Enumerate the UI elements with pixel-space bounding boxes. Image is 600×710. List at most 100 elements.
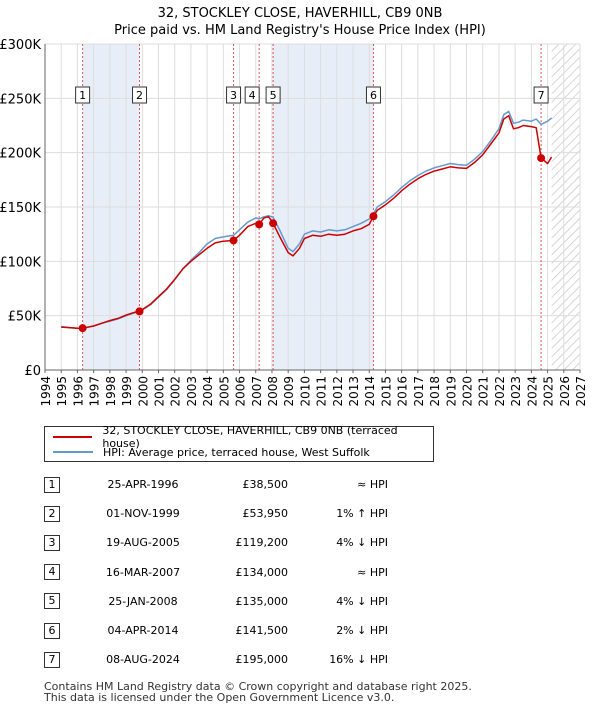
x-tick-label: 2002 [169, 376, 183, 407]
chart-legend: 32, STOCKLEY CLOSE, HAVERHILL, CB9 0NB (… [44, 424, 434, 462]
price-series-line [61, 114, 553, 329]
sale-point [269, 219, 278, 228]
sale-price: £38,500 [242, 478, 289, 492]
sale-hpi-comparison: 2% ↓ HPI [336, 624, 388, 638]
hpi-legend-label: HPI: Average price, terraced house, West… [103, 445, 370, 459]
sale-date: 25-JAN-2008 [108, 594, 178, 608]
x-tick-label: 1996 [71, 376, 85, 407]
table-row: 2 01-NOV-1999 £53,950 1% ↑ HPI [40, 499, 388, 528]
table-row: 5 25-JAN-2008 £135,000 4% ↓ HPI [40, 587, 388, 616]
x-tick-label: 2000 [136, 376, 150, 407]
x-tick-label: 2022 [493, 376, 507, 407]
sale-price: £119,200 [235, 536, 289, 550]
sale-number-badge: 4 [44, 564, 60, 581]
sale-point [135, 307, 144, 316]
sale-hpi-comparison: ≈ HPI [357, 565, 388, 579]
sale-label-box [132, 86, 148, 104]
sale-label-box [265, 86, 281, 104]
sale-number-badge: 5 [44, 593, 60, 610]
chart-title: 32, STOCKLEY CLOSE, HAVERHILL, CB9 0NB [157, 6, 443, 21]
sale-hpi-comparison: 4% ↓ HPI [336, 536, 388, 550]
x-tick-label: 2015 [379, 376, 393, 407]
sale-label: 2 [132, 86, 148, 104]
price-legend-label: 32, STOCKLEY CLOSE, HAVERHILL, CB9 0NB (… [102, 424, 398, 450]
price-legend-swatch [53, 436, 93, 438]
sale-price: £195,000 [235, 653, 289, 667]
table-row: 1 25-APR-1996 £38,500 ≈ HPI [40, 470, 388, 499]
sale-date: 25-APR-1996 [107, 478, 179, 492]
x-tick-label: 1995 [55, 376, 69, 407]
x-tick-label: 2025 [542, 376, 556, 407]
x-tick-label: 2021 [477, 376, 491, 407]
y-tick-label: £300K [0, 38, 41, 53]
x-tick-label: 1994 [39, 376, 53, 407]
sale-label: 7 [533, 86, 549, 104]
x-tick-label: 2011 [315, 376, 329, 407]
sale-label-box [244, 86, 260, 104]
chart-subtitle: Price paid vs. HM Land Registry's House … [114, 23, 486, 38]
x-tick-label: 2009 [282, 376, 296, 407]
sale-number-badge: 3 [44, 534, 60, 551]
sale-hpi-comparison: 16% ↓ HPI [329, 653, 388, 667]
x-tick-label: 2005 [217, 376, 231, 407]
footer-line-1: Contains HM Land Registry data © Crown c… [44, 680, 472, 693]
x-tick-label: 2013 [347, 376, 361, 407]
sale-number-badge: 1 [44, 476, 60, 493]
sale-label-box [533, 86, 549, 104]
x-tick-label: 2023 [509, 376, 523, 407]
sale-point [537, 154, 546, 163]
table-row: 7 08-AUG-2024 £195,000 16% ↓ HPI [40, 645, 388, 674]
sale-label-box [226, 86, 242, 104]
sale-label-box [75, 86, 91, 104]
footer-line-2: This data is licensed under the Open Gov… [44, 691, 395, 704]
sale-date: 16-MAR-2007 [105, 565, 181, 579]
sale-point [229, 236, 238, 245]
x-tick-label: 2019 [444, 376, 458, 407]
y-tick-label: £0 [24, 364, 41, 379]
sale-label: 4 [244, 86, 260, 104]
x-tick-label: 2014 [363, 376, 377, 407]
x-tick-label: 1999 [120, 376, 134, 407]
sale-number-badge: 7 [44, 651, 60, 668]
x-tick-label: 2003 [185, 376, 199, 407]
y-tick-label: £150K [0, 201, 41, 216]
sale-point [369, 212, 378, 221]
sale-hpi-comparison: 4% ↓ HPI [336, 594, 388, 608]
sale-point [78, 324, 87, 333]
table-row: 4 16-MAR-2007 £134,000 ≈ HPI [40, 558, 388, 587]
x-tick-label: 2004 [201, 376, 215, 407]
x-tick-label: 1998 [104, 376, 118, 407]
sales-table: 1 25-APR-1996 £38,500 ≈ HPI 2 01-NOV-199… [40, 470, 388, 674]
x-tick-label: 2001 [152, 376, 166, 407]
x-tick-label: 2027 [574, 376, 588, 407]
sale-label-text: 7 [538, 89, 545, 102]
sale-hpi-comparison: 1% ↑ HPI [336, 507, 388, 521]
sale-price: £134,000 [235, 565, 289, 579]
sale-label: 1 [75, 86, 91, 104]
sale-label-text: 6 [370, 89, 377, 102]
sale-number-badge: 2 [44, 505, 60, 522]
sale-price: £53,950 [242, 507, 289, 521]
sale-label-text: 2 [136, 89, 143, 102]
x-tick-label: 1997 [88, 376, 102, 407]
sale-point [255, 220, 264, 229]
sale-price: £141,500 [235, 624, 289, 638]
sale-date: 01-NOV-1999 [106, 507, 180, 521]
y-tick-label: £100K [0, 255, 41, 270]
sale-label: 5 [265, 86, 281, 104]
x-tick-label: 2010 [298, 376, 312, 407]
x-tick-label: 2018 [428, 376, 442, 407]
hpi-legend-swatch [53, 451, 93, 453]
table-row: 3 19-AUG-2005 £119,200 4% ↓ HPI [40, 528, 388, 557]
x-tick-label: 2026 [558, 376, 572, 407]
footer-attribution: Contains HM Land Registry data © Crown c… [44, 681, 472, 703]
sale-label-text: 5 [270, 89, 277, 102]
table-row: 6 04-APR-2014 £141,500 2% ↓ HPI [40, 616, 388, 645]
x-tick-label: 2017 [412, 376, 426, 407]
x-tick-label: 2008 [266, 376, 280, 407]
sale-date: 08-AUG-2024 [106, 653, 180, 667]
sale-label-text: 3 [230, 89, 237, 102]
sale-label: 3 [226, 86, 242, 104]
sale-date: 04-APR-2014 [107, 624, 179, 638]
